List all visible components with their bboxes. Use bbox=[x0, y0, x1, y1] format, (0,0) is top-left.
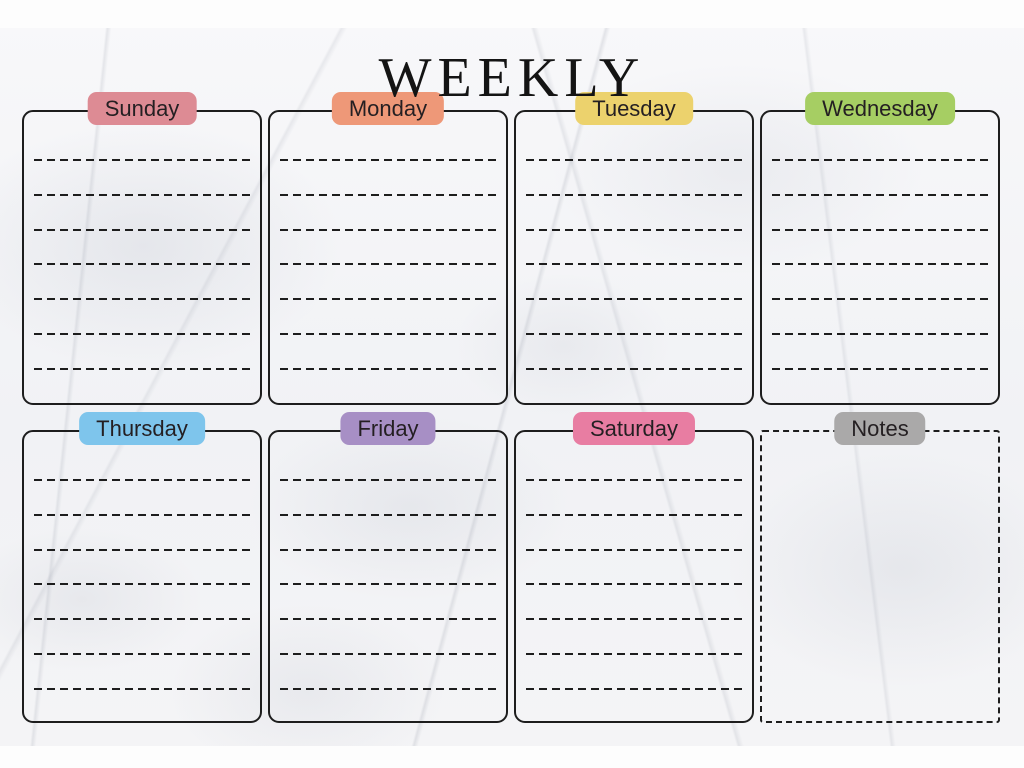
writing-line bbox=[280, 193, 497, 196]
writing-line bbox=[772, 263, 989, 266]
writing-line bbox=[280, 298, 497, 301]
writing-line bbox=[772, 333, 989, 335]
writing-line bbox=[280, 583, 497, 586]
writing-line bbox=[772, 367, 989, 370]
top-white-margin bbox=[0, 0, 1024, 28]
panel-notes: Notes bbox=[760, 412, 1000, 723]
writing-line bbox=[526, 367, 743, 370]
writing-area-thursday bbox=[24, 432, 260, 721]
page-title: WEEKLY bbox=[378, 46, 646, 109]
writing-line bbox=[526, 193, 743, 196]
panel-sunday: Sunday bbox=[22, 92, 262, 405]
writing-line bbox=[280, 159, 497, 161]
writing-line bbox=[280, 479, 497, 481]
writing-line bbox=[280, 367, 497, 370]
writing-line bbox=[34, 159, 251, 161]
writing-area-saturday bbox=[516, 432, 752, 721]
writing-line bbox=[526, 333, 743, 335]
writing-line bbox=[526, 479, 743, 481]
bottom-white-margin bbox=[0, 746, 1024, 768]
writing-line bbox=[34, 548, 251, 551]
day-label-friday: Friday bbox=[340, 412, 436, 445]
writing-line bbox=[34, 687, 251, 690]
writing-line bbox=[526, 653, 743, 655]
writing-area-sunday bbox=[24, 112, 260, 403]
writing-line bbox=[34, 367, 251, 370]
day-label-thursday: Thursday bbox=[79, 412, 205, 445]
writing-line bbox=[772, 298, 989, 301]
writing-line bbox=[34, 513, 251, 516]
writing-line bbox=[34, 228, 251, 231]
writing-line bbox=[34, 618, 251, 621]
writing-line bbox=[34, 653, 251, 655]
writing-area-notes bbox=[762, 432, 998, 721]
notes-label: Notes bbox=[834, 412, 926, 445]
writing-line bbox=[280, 263, 497, 266]
writing-line bbox=[34, 333, 251, 335]
writing-line bbox=[526, 228, 743, 231]
writing-area-monday bbox=[270, 112, 506, 403]
writing-area-wednesday bbox=[762, 112, 998, 403]
writing-line bbox=[526, 263, 743, 266]
writing-line bbox=[280, 548, 497, 551]
writing-line bbox=[34, 583, 251, 586]
writing-line bbox=[526, 687, 743, 690]
day-label-tuesday: Tuesday bbox=[575, 92, 693, 125]
day-label-wednesday: Wednesday bbox=[805, 92, 955, 125]
writing-line bbox=[280, 333, 497, 335]
writing-line bbox=[280, 618, 497, 621]
writing-line bbox=[526, 159, 743, 161]
panel-saturday: Saturday bbox=[514, 412, 754, 723]
day-label-saturday: Saturday bbox=[572, 412, 696, 445]
writing-line bbox=[526, 548, 743, 551]
writing-line bbox=[34, 263, 251, 266]
writing-line bbox=[34, 479, 251, 481]
writing-line bbox=[34, 193, 251, 196]
panel-wednesday: Wednesday bbox=[760, 92, 1000, 405]
panel-thursday: Thursday bbox=[22, 412, 262, 723]
writing-line bbox=[526, 618, 743, 621]
writing-line bbox=[280, 653, 497, 655]
writing-line bbox=[772, 228, 989, 231]
writing-line bbox=[772, 159, 989, 161]
panel-monday: Monday bbox=[268, 92, 508, 405]
writing-line bbox=[280, 513, 497, 516]
day-label-sunday: Sunday bbox=[87, 92, 197, 125]
writing-line bbox=[526, 513, 743, 516]
writing-line bbox=[280, 687, 497, 690]
writing-line bbox=[772, 193, 989, 196]
panel-tuesday: Tuesday bbox=[514, 92, 754, 405]
writing-line bbox=[526, 583, 743, 586]
writing-area-friday bbox=[270, 432, 506, 721]
panel-friday: Friday bbox=[268, 412, 508, 723]
writing-line bbox=[280, 228, 497, 231]
day-label-monday: Monday bbox=[331, 92, 445, 125]
writing-line bbox=[34, 298, 251, 301]
writing-area-tuesday bbox=[516, 112, 752, 403]
writing-line bbox=[526, 298, 743, 301]
